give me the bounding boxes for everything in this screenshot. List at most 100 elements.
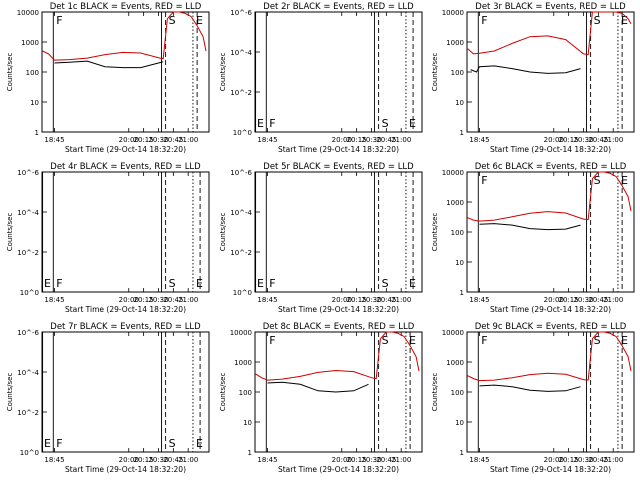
x-tick-label: 20:45 bbox=[376, 136, 396, 144]
x-tick-label: 20:00 bbox=[544, 296, 564, 304]
x-tick-label: 18:45 bbox=[44, 296, 64, 304]
x-tick-label: 21:00 bbox=[391, 456, 411, 464]
marker-label-S: S bbox=[169, 437, 176, 450]
x-tick-label: 18:45 bbox=[469, 456, 489, 464]
y-axis-label: Counts/sec bbox=[6, 373, 14, 412]
marker-label-S: S bbox=[169, 277, 176, 290]
marker-label-S: S bbox=[594, 334, 601, 347]
x-tick-label: 21:00 bbox=[391, 136, 411, 144]
y-tick-label: 10 bbox=[455, 419, 464, 427]
marker-label-S: S bbox=[382, 277, 389, 290]
x-tick-label: 20:00 bbox=[544, 456, 564, 464]
marker-label-E: E bbox=[409, 334, 416, 347]
marker-label-F: F bbox=[56, 437, 62, 450]
panel-title: Det 9c BLACK = Events, RED = LLD bbox=[475, 322, 627, 332]
panel-det-1c: Det 1c BLACK = Events, RED = LLD Counts/s… bbox=[6, 2, 210, 154]
y-tick-label: 100 bbox=[451, 389, 464, 397]
y-tick-label: 10^-4 bbox=[230, 209, 252, 217]
marker-label-F: F bbox=[269, 117, 275, 130]
x-tick-label: 20:00 bbox=[119, 136, 139, 144]
x-tick-label: 20:00 bbox=[544, 136, 564, 144]
y-tick-label: 10^-6 bbox=[17, 329, 39, 337]
x-tick-label: 20:30 bbox=[148, 136, 168, 144]
series-line-0 bbox=[267, 381, 369, 393]
marker-label-E: E bbox=[409, 117, 416, 130]
x-tick-label: 20:45 bbox=[376, 296, 396, 304]
plot-frame bbox=[254, 171, 423, 293]
panel-title: Det 7r BLACK = Events, RED = LLD bbox=[50, 322, 201, 332]
y-axis-label: Counts/sec bbox=[219, 53, 227, 92]
x-tick-label: 20:15 bbox=[559, 136, 579, 144]
y-tick-label: 1000 bbox=[21, 39, 39, 47]
plot-frame bbox=[41, 171, 210, 293]
corner-label: E bbox=[44, 277, 51, 290]
marker-label-E: E bbox=[621, 14, 628, 27]
y-axis-label: Counts/sec bbox=[219, 213, 227, 252]
y-tick-label: 10^-2 bbox=[17, 409, 39, 417]
plot-frame bbox=[254, 11, 423, 133]
x-tick-label: 18:45 bbox=[257, 136, 277, 144]
x-axis-label: Start Time (29-Oct-14 18:32:20) bbox=[490, 145, 611, 154]
y-tick-label: 1 bbox=[460, 289, 464, 297]
marker-label-S: S bbox=[169, 14, 176, 27]
y-tick-label: 10 bbox=[30, 99, 39, 107]
x-tick-label: 21:00 bbox=[178, 136, 198, 144]
panel-det-7r: Det 7r BLACK = Events, RED = LLD Counts/s… bbox=[6, 322, 210, 474]
plot-frame bbox=[41, 331, 210, 453]
x-tick-label: 20:15 bbox=[347, 456, 367, 464]
y-tick-label: 10000 bbox=[442, 169, 464, 177]
x-tick-label: 20:15 bbox=[134, 456, 154, 464]
marker-label-E: E bbox=[196, 437, 203, 450]
x-tick-label: 21:00 bbox=[391, 296, 411, 304]
marker-label-F: F bbox=[481, 14, 487, 27]
y-tick-label: 10^-4 bbox=[230, 49, 252, 57]
panel-det-9c: Det 9c BLACK = Events, RED = LLD Counts/s… bbox=[431, 322, 635, 474]
x-tick-label: 20:15 bbox=[134, 296, 154, 304]
marker-label-F: F bbox=[56, 277, 62, 290]
x-axis-label: Start Time (29-Oct-14 18:32:20) bbox=[490, 465, 611, 474]
x-tick-label: 20:00 bbox=[332, 456, 352, 464]
x-tick-label: 20:45 bbox=[376, 456, 396, 464]
y-tick-label: 10000 bbox=[17, 9, 39, 17]
y-tick-label: 1 bbox=[460, 449, 464, 457]
x-tick-label: 21:00 bbox=[603, 136, 623, 144]
x-tick-label: 20:30 bbox=[573, 136, 593, 144]
y-tick-label: 10^0 bbox=[20, 289, 39, 297]
panel-det-5r: Det 5r BLACK = Events, RED = LLD Counts/s… bbox=[219, 162, 423, 314]
x-tick-label: 20:15 bbox=[559, 296, 579, 304]
y-tick-label: 10^-4 bbox=[17, 369, 39, 377]
x-axis-label: Start Time (29-Oct-14 18:32:20) bbox=[490, 305, 611, 314]
panel-title: Det 1c BLACK = Events, RED = LLD bbox=[50, 2, 202, 12]
y-axis-label: Counts/sec bbox=[6, 53, 14, 92]
panel-det-2r: Det 2r BLACK = Events, RED = LLD Counts/s… bbox=[219, 2, 423, 154]
x-axis-label: Start Time (29-Oct-14 18:32:20) bbox=[65, 305, 186, 314]
y-tick-label: 10^-6 bbox=[230, 9, 252, 17]
y-tick-label: 10 bbox=[455, 99, 464, 107]
x-tick-label: 20:15 bbox=[347, 136, 367, 144]
x-tick-label: 20:15 bbox=[559, 456, 579, 464]
y-tick-label: 100 bbox=[26, 69, 39, 77]
y-tick-label: 100 bbox=[451, 229, 464, 237]
x-tick-label: 20:45 bbox=[588, 136, 608, 144]
x-axis-label: Start Time (29-Oct-14 18:32:20) bbox=[65, 465, 186, 474]
y-tick-label: 1000 bbox=[446, 199, 464, 207]
plot-frame bbox=[466, 11, 635, 133]
x-tick-label: 20:00 bbox=[332, 136, 352, 144]
marker-label-F: F bbox=[269, 334, 275, 347]
panel-det-8c: Det 8c BLACK = Events, RED = LLD Counts/s… bbox=[219, 322, 423, 474]
y-tick-label: 1 bbox=[460, 129, 464, 137]
y-tick-label: 10^-2 bbox=[230, 249, 252, 257]
panel-title: Det 8c BLACK = Events, RED = LLD bbox=[263, 322, 415, 332]
x-tick-label: 20:30 bbox=[148, 296, 168, 304]
y-tick-label: 1000 bbox=[234, 359, 252, 367]
x-tick-label: 20:45 bbox=[588, 296, 608, 304]
x-axis-label: Start Time (29-Oct-14 18:32:20) bbox=[278, 145, 399, 154]
x-tick-label: 18:45 bbox=[257, 296, 277, 304]
y-tick-label: 1000 bbox=[446, 359, 464, 367]
series-line-1 bbox=[467, 11, 632, 56]
corner-label: E bbox=[257, 277, 264, 290]
y-axis-label: Counts/sec bbox=[6, 213, 14, 252]
marker-label-F: F bbox=[269, 277, 275, 290]
y-tick-label: 10^-6 bbox=[230, 169, 252, 177]
